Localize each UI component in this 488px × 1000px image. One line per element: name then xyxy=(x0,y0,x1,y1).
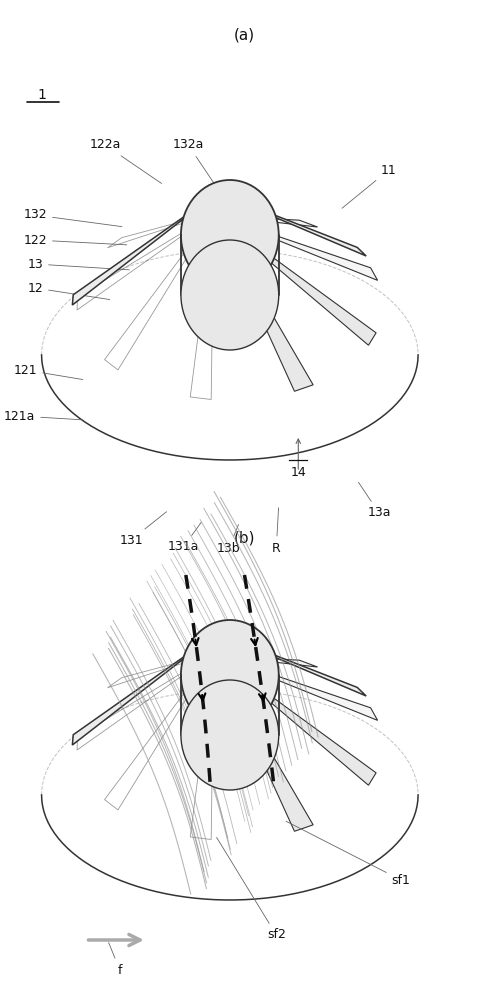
Polygon shape xyxy=(264,254,375,345)
Text: 13b: 13b xyxy=(217,525,240,554)
Polygon shape xyxy=(264,694,375,785)
Text: sf1: sf1 xyxy=(285,821,409,886)
Ellipse shape xyxy=(181,240,278,350)
Ellipse shape xyxy=(181,620,278,730)
Polygon shape xyxy=(264,651,366,696)
Polygon shape xyxy=(237,266,312,391)
Polygon shape xyxy=(260,218,317,227)
Polygon shape xyxy=(72,647,197,745)
Polygon shape xyxy=(195,650,237,652)
Text: 14: 14 xyxy=(290,466,305,479)
Polygon shape xyxy=(72,207,197,305)
Text: 13a: 13a xyxy=(358,482,390,520)
Polygon shape xyxy=(274,235,377,280)
Polygon shape xyxy=(195,210,237,212)
Text: 1: 1 xyxy=(37,88,46,102)
Ellipse shape xyxy=(181,680,278,790)
Polygon shape xyxy=(264,211,366,256)
Text: 121a: 121a xyxy=(4,410,82,422)
Text: f: f xyxy=(108,943,122,976)
Ellipse shape xyxy=(181,180,278,290)
Text: 12: 12 xyxy=(27,282,109,300)
Text: 132: 132 xyxy=(23,209,122,227)
Text: 13: 13 xyxy=(27,257,129,270)
Text: 11: 11 xyxy=(341,163,396,208)
Text: R: R xyxy=(271,508,280,554)
Text: (a): (a) xyxy=(233,27,255,42)
Text: 122a: 122a xyxy=(89,138,161,183)
Text: 131a: 131a xyxy=(167,522,201,554)
Text: sf2: sf2 xyxy=(216,837,285,942)
Polygon shape xyxy=(237,706,312,831)
Text: 122: 122 xyxy=(23,233,126,246)
Text: 121: 121 xyxy=(14,363,82,380)
Text: (b): (b) xyxy=(233,530,255,546)
Polygon shape xyxy=(260,658,317,667)
Text: 131: 131 xyxy=(119,512,166,546)
Polygon shape xyxy=(274,675,377,720)
Text: 132a: 132a xyxy=(172,138,213,183)
